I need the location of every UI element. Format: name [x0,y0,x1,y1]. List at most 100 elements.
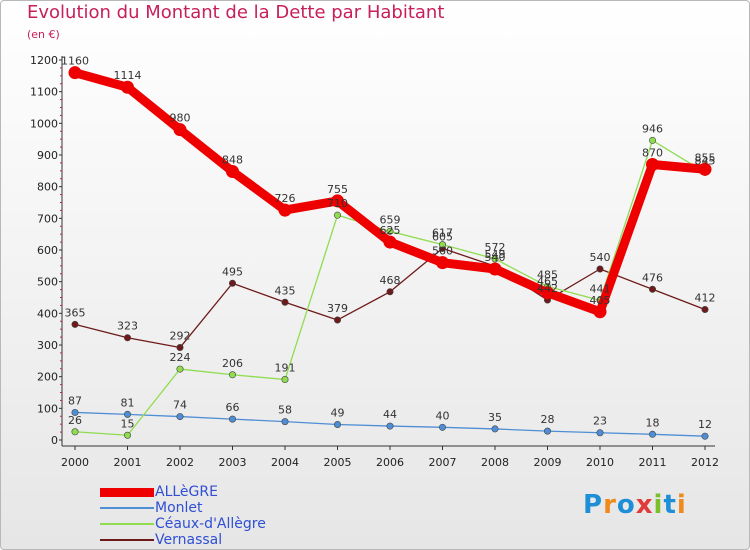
logo-letter: x [635,490,654,520]
data-point [593,305,607,319]
legend-swatch-ceaux [100,523,154,525]
data-point [648,430,656,438]
data-label: 1160 [61,55,89,68]
data-label: 855 [695,151,716,164]
data-point [491,255,499,263]
data-point [701,432,709,440]
data-point [491,425,499,433]
y-tick-label: 800 [37,181,58,194]
y-tick-label: 1100 [30,86,58,99]
logo-letter: t [663,490,677,520]
data-label: 18 [646,416,660,429]
data-label: 617 [432,227,453,240]
data-label: 74 [173,399,187,412]
y-tick-label: 100 [37,402,58,415]
data-point [386,288,394,296]
data-point [646,158,659,171]
data-point [173,123,187,137]
data-label: 365 [65,306,86,319]
data-point [71,320,79,328]
legend-item: Monlet [100,500,360,516]
legend-item: Vernassal [100,532,360,548]
data-label: 323 [117,320,138,333]
x-tick-label: 2002 [166,456,194,469]
data-point [333,420,341,428]
x-tick-label: 2009 [534,456,562,469]
data-point [281,418,289,426]
data-label: 946 [642,122,663,135]
data-label: 755 [327,183,348,196]
legend-swatch-allegre [100,487,154,497]
chart-title: Evolution du Montant de la Dette par Hab… [27,2,445,23]
x-tick-label: 2007 [429,456,457,469]
data-point [596,265,604,273]
y-tick-label: 0 [51,434,58,447]
x-tick-label: 2005 [324,456,352,469]
logo-letter: o [616,490,636,520]
data-label: 292 [170,330,191,343]
logo-letter: P [583,490,604,520]
data-point [331,194,344,208]
data-label: 572 [485,241,506,254]
y-tick-label: 1000 [30,117,58,130]
data-point [226,164,239,178]
legend-label: ALLèGRE [155,484,218,500]
data-label: 540 [590,251,611,264]
data-point [488,262,502,276]
data-label: 35 [488,411,502,424]
data-point [71,428,79,436]
data-label: 710 [327,197,348,210]
data-label: 726 [275,192,296,205]
x-tick-label: 2001 [114,456,142,469]
data-label: 495 [222,265,243,278]
data-point [541,286,554,300]
data-point [436,256,449,270]
x-tick-label: 2004 [271,456,299,469]
data-point [124,431,132,439]
data-label: 81 [121,396,135,409]
data-label: 485 [537,268,558,281]
x-tick-label: 2011 [639,456,667,469]
data-label: 405 [590,294,611,307]
data-label: 625 [380,224,401,237]
x-tick-label: 2000 [61,456,89,469]
data-point [281,298,289,306]
legend-item: Céaux-d'Allègre [100,516,360,532]
data-label: 465 [537,275,558,288]
data-point [386,227,394,235]
data-point [176,344,184,352]
data-label: 468 [380,274,401,287]
data-label: 870 [642,147,663,160]
data-point [176,365,184,373]
x-tick-label: 2003 [219,456,247,469]
data-point [229,279,237,287]
data-label: 848 [222,153,243,166]
data-point [386,422,394,430]
legend-label: Céaux-d'Allègre [155,516,266,532]
y-tick-label: 1200 [30,54,58,67]
legend-swatch-vernassal [100,539,154,541]
data-point [648,136,656,144]
data-label: 206 [222,357,243,370]
data-label: 40 [436,409,450,422]
data-point [383,235,397,249]
logo-letter: i [653,490,664,520]
data-label: 560 [432,245,453,258]
legend-label: Monlet [155,500,203,516]
data-point [543,427,551,435]
data-label: 23 [593,415,607,428]
data-point [68,66,82,80]
data-label: 659 [380,213,401,226]
data-label: 15 [121,417,135,430]
data-point [438,241,446,249]
y-tick-label: 700 [37,212,58,225]
x-tick-label: 2006 [376,456,404,469]
legend: ALLèGRE Monlet Céaux-d'Allègre Vernassal [100,484,360,548]
data-point [121,80,134,94]
x-tick-label: 2010 [586,456,614,469]
logo-letter: i [676,490,687,520]
logo-letter: r [603,490,617,520]
legend-item: ALLèGRE [100,484,360,500]
data-point [176,413,184,421]
